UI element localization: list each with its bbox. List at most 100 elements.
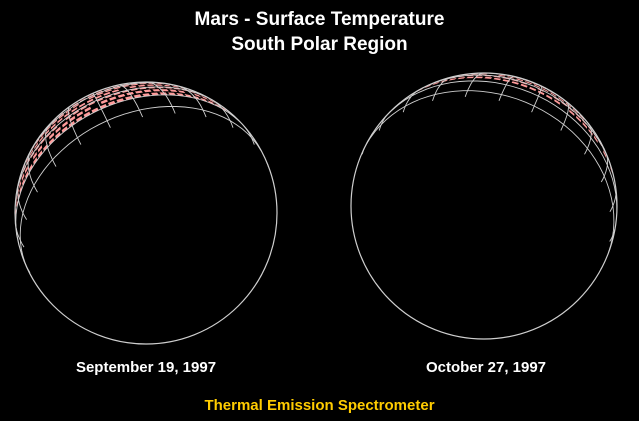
temperature-tile bbox=[160, 89, 169, 92]
temperature-tile bbox=[424, 84, 432, 89]
longitude-line bbox=[67, 106, 82, 145]
temperature-tile bbox=[46, 125, 51, 132]
temperature-tile bbox=[52, 119, 58, 126]
temperature-tile bbox=[152, 89, 161, 92]
temperature-tile bbox=[516, 78, 524, 82]
temperature-tile bbox=[550, 92, 557, 97]
longitude-line bbox=[118, 84, 144, 118]
longitude-line bbox=[179, 85, 207, 118]
temperature-tile bbox=[113, 86, 121, 90]
temperature-tile bbox=[84, 106, 92, 113]
temperature-tile bbox=[558, 97, 564, 103]
temperature-tile bbox=[554, 99, 561, 105]
temperature-tile bbox=[208, 98, 216, 104]
longitude-line bbox=[531, 86, 543, 113]
figure-subtitle: South Polar Region bbox=[231, 34, 408, 55]
temperature-tile bbox=[100, 99, 108, 104]
longitude-line bbox=[432, 76, 452, 101]
temperature-tile bbox=[184, 94, 193, 98]
temperature-tile bbox=[542, 88, 549, 93]
temperature-tile bbox=[88, 95, 95, 100]
temperature-tile bbox=[22, 178, 25, 187]
temperature-tile bbox=[50, 123, 56, 130]
temperature-tile bbox=[572, 108, 578, 114]
temperature-tile bbox=[96, 92, 104, 96]
temperature-tile bbox=[457, 77, 466, 80]
temperature-tile bbox=[432, 81, 440, 86]
temperature-tile bbox=[507, 76, 515, 79]
temperature-tile bbox=[579, 114, 585, 121]
temperature-tile bbox=[62, 121, 68, 128]
latitude-line bbox=[426, 74, 612, 169]
temperature-tile bbox=[533, 84, 541, 88]
temperature-tile bbox=[130, 83, 139, 86]
temperature-tile bbox=[19, 180, 22, 189]
longitude-line bbox=[27, 149, 38, 193]
temperature-tile bbox=[539, 85, 546, 90]
temperature-tile bbox=[19, 185, 22, 194]
longitude-line bbox=[92, 92, 111, 128]
temperature-tile bbox=[57, 117, 63, 124]
temperature-tile bbox=[163, 84, 172, 87]
date-label-october: October 27, 1997 bbox=[425, 359, 547, 376]
longitude-line bbox=[498, 75, 514, 101]
temperature-tile bbox=[475, 76, 484, 79]
temperature-tile bbox=[146, 84, 155, 86]
temperature-tile bbox=[83, 111, 91, 118]
temperature-tile bbox=[103, 91, 111, 96]
temperature-tile bbox=[76, 116, 83, 123]
temperature-tile bbox=[603, 150, 607, 159]
temperature-tile bbox=[125, 96, 133, 100]
globe-september bbox=[14, 81, 278, 345]
temperature-tile bbox=[55, 131, 61, 139]
temperature-tile bbox=[116, 98, 125, 103]
temperature-tile bbox=[107, 100, 116, 106]
temperature-tile bbox=[177, 90, 186, 94]
temperature-tile bbox=[15, 207, 17, 217]
latitude-line bbox=[15, 86, 213, 194]
temperature-tile bbox=[151, 92, 159, 96]
temperature-tile bbox=[117, 93, 126, 98]
temperature-tile bbox=[95, 95, 102, 100]
temperature-tile bbox=[176, 93, 185, 97]
figure-title: Mars - Surface Temperature bbox=[194, 9, 445, 30]
temperature-tile bbox=[28, 163, 33, 173]
temperature-tile bbox=[16, 200, 18, 209]
temperature-tile bbox=[29, 148, 34, 157]
temperature-tile bbox=[91, 107, 99, 113]
longitude-line bbox=[17, 184, 27, 220]
temperature-tile bbox=[48, 137, 55, 145]
temperature-tile bbox=[493, 77, 502, 81]
temperature-tile bbox=[79, 102, 86, 108]
temperature-tile bbox=[137, 84, 146, 87]
temperature-tile bbox=[582, 122, 587, 129]
temperature-tile bbox=[76, 111, 84, 117]
temperature-tile bbox=[576, 115, 581, 123]
temperature-tile bbox=[104, 89, 113, 93]
temperature-tile bbox=[21, 172, 25, 182]
temperature-tile bbox=[129, 85, 137, 89]
temperature-tile bbox=[25, 165, 28, 174]
temperature-tile bbox=[484, 76, 493, 79]
temperature-tile bbox=[33, 151, 37, 160]
latitude-line bbox=[15, 94, 241, 236]
temperature-tile bbox=[200, 95, 209, 100]
temperature-tile bbox=[169, 89, 178, 92]
temperature-tile bbox=[139, 83, 147, 85]
temperature-tile bbox=[109, 96, 117, 101]
temperature-tile bbox=[86, 98, 94, 104]
date-label-september: September 19, 1997 bbox=[75, 359, 217, 376]
temperature-tile bbox=[40, 131, 45, 139]
temperature-tile bbox=[171, 85, 180, 88]
temperature-tile bbox=[569, 109, 575, 116]
temperature-tile bbox=[37, 150, 43, 159]
longitude-line bbox=[560, 101, 569, 131]
instrument-label: Thermal Emission Spectrometer bbox=[204, 397, 435, 414]
temperature-tile bbox=[61, 126, 68, 133]
longitude-line bbox=[213, 100, 234, 128]
temperature-tile bbox=[55, 126, 61, 134]
temperature-tile bbox=[537, 90, 545, 96]
temperature-tile bbox=[511, 81, 519, 85]
temperature-tile bbox=[15, 194, 17, 204]
